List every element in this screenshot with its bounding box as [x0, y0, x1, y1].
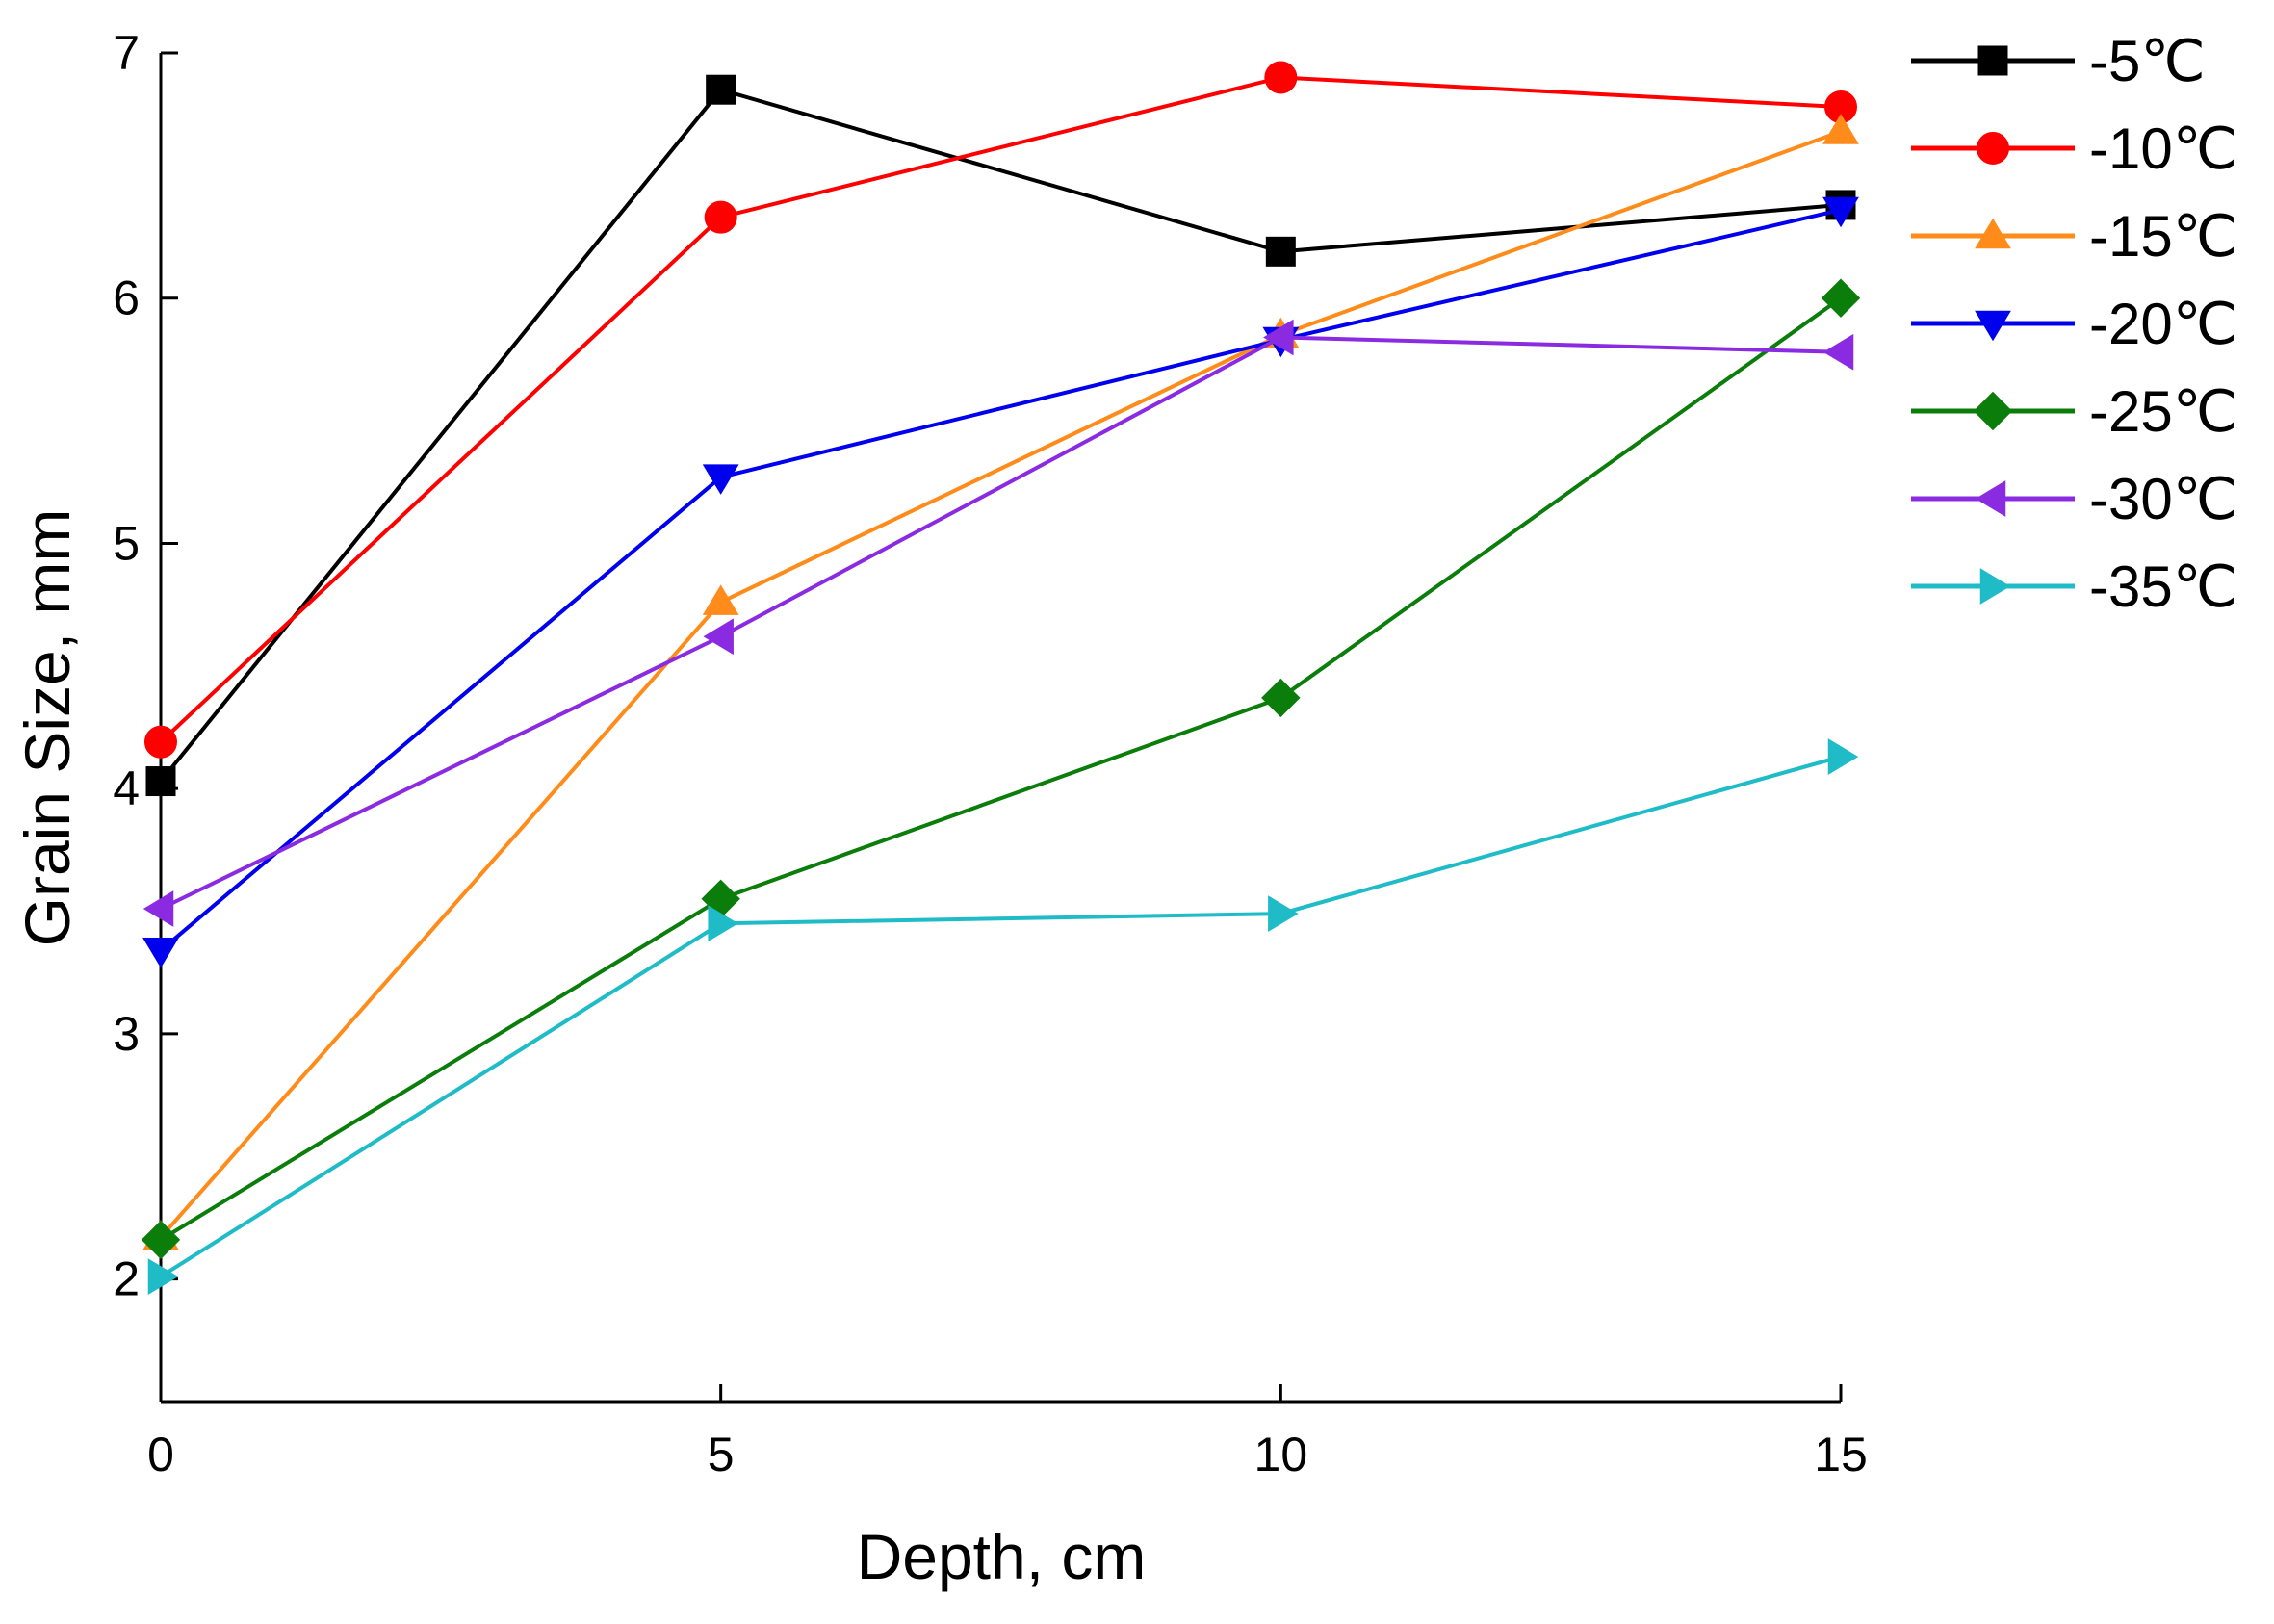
series-5c: [145, 74, 1856, 797]
x-tick-label: 5: [708, 1428, 735, 1482]
series-10c: [144, 61, 1857, 759]
legend-label: -5℃: [2089, 29, 2206, 93]
legend-marker: [1977, 45, 2008, 76]
series-35c: [147, 738, 1859, 1295]
series-20c: [142, 196, 1859, 968]
x-tick-label: 15: [1814, 1428, 1868, 1482]
series-line: [160, 335, 1842, 911]
data-point: [147, 1258, 179, 1295]
legend-label: -35℃: [2089, 554, 2237, 619]
legend-label: -30℃: [2089, 467, 2237, 531]
legend-label: -25℃: [2089, 379, 2237, 444]
legend-marker: [1977, 132, 2009, 165]
x-tick-label: 0: [147, 1428, 174, 1482]
series-line: [159, 75, 1842, 744]
data-point: [142, 938, 179, 968]
data-point: [1821, 278, 1861, 318]
y-tick-label: 3: [113, 1007, 140, 1061]
data-point: [1268, 895, 1299, 932]
legend-label: -15℃: [2089, 204, 2237, 269]
series-line: [159, 296, 1843, 1242]
axes: [159, 53, 1841, 1404]
data-point: [702, 464, 739, 495]
ticks: 2 3 4 5 6 7 0 5 10 15: [113, 26, 1868, 1482]
y-tick-label: 5: [113, 516, 140, 570]
data-point: [1827, 738, 1859, 775]
legend-item: -20℃: [1911, 292, 2237, 356]
y-axis-title: Grain Size, mm: [12, 509, 83, 947]
legend-item: -15℃: [1911, 204, 2237, 269]
y-tick-label: 6: [113, 271, 140, 325]
data-point: [706, 74, 736, 105]
data-point: [1822, 114, 1859, 144]
series-line: [159, 87, 1842, 783]
x-tick-label: 10: [1254, 1428, 1308, 1482]
series-layer: [141, 61, 1861, 1295]
data-point: [141, 1220, 181, 1260]
data-point: [702, 584, 739, 615]
legend-item: -10℃: [1911, 116, 2237, 181]
data-point: [708, 905, 738, 942]
legend-marker: [1975, 480, 2006, 517]
data-point: [701, 879, 740, 919]
data-point: [1264, 61, 1298, 94]
data-point: [1261, 678, 1301, 718]
legend: -5℃ -10℃ -15℃ -20℃ -25℃ -30℃ -35℃: [1911, 29, 2237, 619]
series-line: [159, 208, 1842, 952]
legend-marker: [1975, 218, 2011, 249]
data-point: [1822, 196, 1859, 228]
series-line: [159, 129, 1842, 1239]
y-tick-label: 7: [113, 26, 140, 80]
legend-marker: [1973, 391, 2013, 431]
legend-label: -20℃: [2089, 292, 2237, 356]
x-axis-title: Depth, cm: [857, 1521, 1147, 1592]
data-point: [704, 200, 737, 234]
data-point: [142, 890, 174, 927]
data-point: [703, 618, 734, 656]
data-point: [1265, 236, 1296, 267]
legend-label: -10℃: [2089, 116, 2237, 181]
legend-marker: [1979, 568, 2011, 605]
series-line: [159, 755, 1842, 1278]
legend-item: -25℃: [1911, 379, 2237, 444]
series-15c: [142, 114, 1859, 1250]
data-point: [1263, 319, 1294, 356]
legend-item: -35℃: [1911, 554, 2237, 619]
y-tick-label: 2: [113, 1252, 140, 1306]
legend-item: -5℃: [1911, 29, 2206, 93]
series-30c: [142, 319, 1854, 927]
series-25c: [141, 278, 1861, 1260]
data-point: [144, 725, 177, 759]
data-point: [145, 766, 176, 797]
y-tick-label: 4: [113, 761, 140, 815]
legend-marker: [1975, 310, 2011, 342]
data-point: [1822, 333, 1854, 371]
legend-item: -30℃: [1911, 467, 2237, 531]
